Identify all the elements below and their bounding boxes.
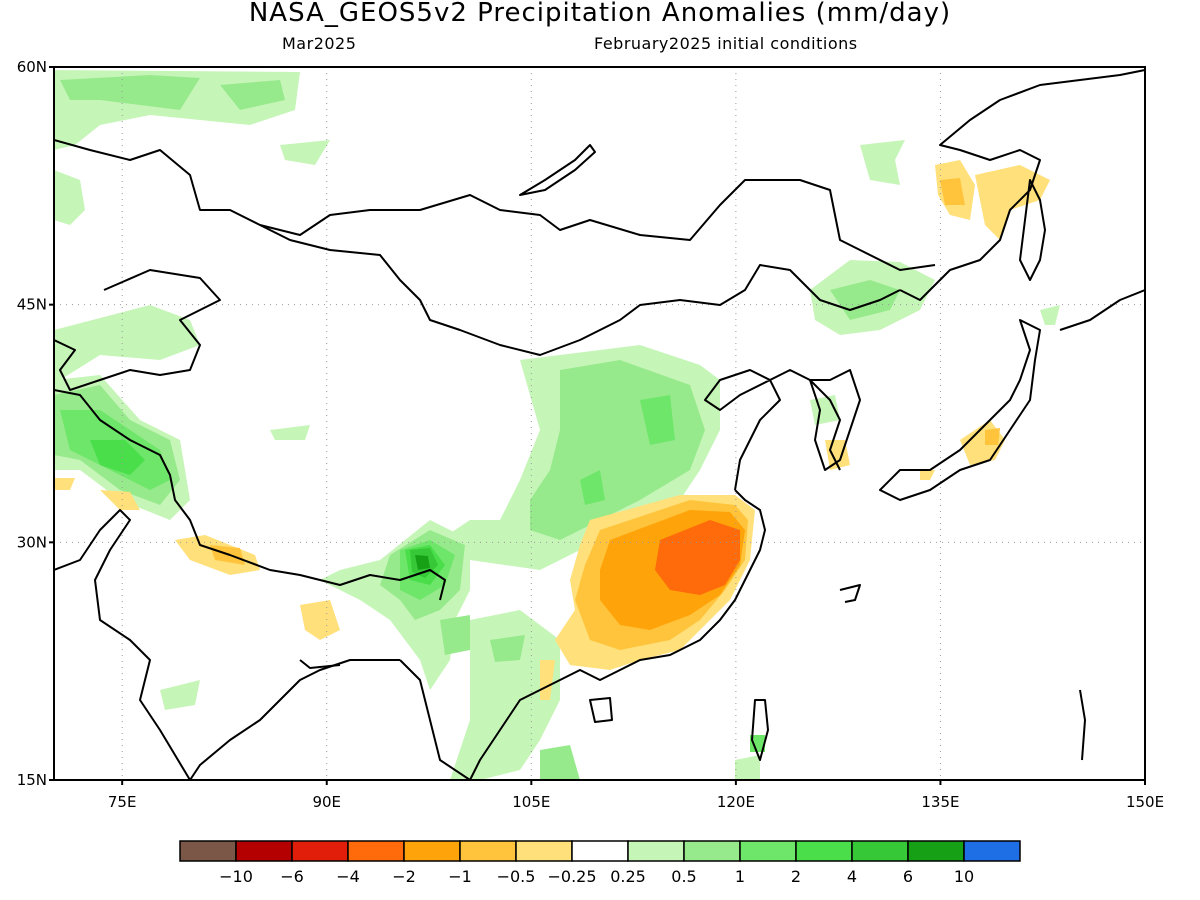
mongolia-border — [259, 224, 901, 356]
colorbar-label: 2 — [791, 867, 801, 886]
colorbar-label: −0.5 — [497, 867, 536, 886]
colorbar-label: −6 — [280, 867, 304, 886]
colorbar-swatch — [571, 840, 629, 862]
lat-tick-label: 45N — [17, 296, 47, 314]
colorbar: −10 −6 −4 −2 −1 −0.5 −0.25 0.25 0.5 1 2 4 6 10 — [179, 840, 1021, 886]
lat-tick-label: 15N — [17, 771, 47, 789]
lon-tick-label: 90E — [312, 793, 341, 811]
lon-tick-label: 105E — [512, 793, 550, 811]
japan-outline — [879, 319, 1041, 501]
colorbar-label: 1 — [735, 867, 745, 886]
colorbar-label: −0.25 — [547, 867, 596, 886]
latitude-axis: 60N 45N 30N 15N — [17, 58, 54, 789]
lat-tick-label: 60N — [17, 58, 47, 76]
colorbar-label: −4 — [336, 867, 360, 886]
pacific-islands — [1079, 689, 1086, 761]
anomaly-field — [54, 70, 1060, 780]
colorbar-swatch — [851, 840, 909, 862]
colorbar-swatch — [179, 840, 237, 862]
coastlines — [54, 69, 1145, 780]
himalaya-border — [54, 389, 446, 601]
central-asia-border — [54, 269, 221, 391]
colorbar-label: 10 — [954, 867, 974, 886]
lon-tick-label: 150E — [1126, 793, 1164, 811]
colorbar-swatch — [739, 840, 797, 862]
far-east-coast — [899, 69, 1145, 301]
colorbar-label: 0.25 — [610, 867, 646, 886]
southeast-asia-coast — [399, 489, 766, 780]
colorbar-swatch — [627, 840, 685, 862]
colorbar-label: 4 — [847, 867, 857, 886]
kuril-coast — [1059, 289, 1145, 331]
colorbar-swatch — [963, 840, 1021, 862]
taiwan-outline — [751, 699, 769, 761]
anomaly-light-green-areas — [54, 70, 1060, 780]
ryukyu-islands — [839, 584, 861, 603]
korea-outline — [809, 369, 861, 471]
colorbar-swatch — [515, 840, 573, 862]
lon-tick-label: 135E — [921, 793, 959, 811]
hainan-outline — [589, 697, 613, 723]
colorbar-label: 6 — [903, 867, 913, 886]
colorbar-label: −1 — [448, 867, 472, 886]
lake-baikal — [519, 144, 596, 196]
bengal-coast — [299, 659, 341, 669]
colorbar-swatch — [347, 840, 405, 862]
initial-conditions: February2025 initial conditions — [594, 34, 858, 53]
lat-tick-label: 30N — [17, 533, 47, 551]
lon-tick-label: 75E — [108, 793, 137, 811]
sakhalin-outline — [1019, 179, 1046, 281]
lon-tick-label: 120E — [717, 793, 755, 811]
colorbar-swatch — [291, 840, 349, 862]
anomaly-darkest-green-area — [415, 555, 430, 570]
map-title: NASA_GEOS5v2 Precipitation Anomalies (mm… — [248, 0, 952, 28]
india-coast — [54, 509, 400, 780]
colorbar-swatch — [235, 840, 293, 862]
colorbar-swatch — [683, 840, 741, 862]
anomaly-dark-orange-area — [655, 520, 740, 595]
forecast-month: Mar2025 — [282, 34, 357, 53]
longitude-axis: 75E 90E 105E 120E 135E 150E — [108, 780, 1164, 811]
colorbar-swatch — [459, 840, 517, 862]
colorbar-label: −2 — [392, 867, 416, 886]
map-grid — [54, 67, 1145, 780]
china-east-coast — [704, 369, 841, 491]
colorbar-label: 0.5 — [671, 867, 696, 886]
colorbar-swatch — [795, 840, 853, 862]
colorbar-label: −10 — [219, 867, 253, 886]
northern-border — [54, 139, 936, 271]
plot-frame — [53, 66, 1146, 781]
colorbar-swatch — [907, 840, 965, 862]
colorbar-swatch — [403, 840, 461, 862]
